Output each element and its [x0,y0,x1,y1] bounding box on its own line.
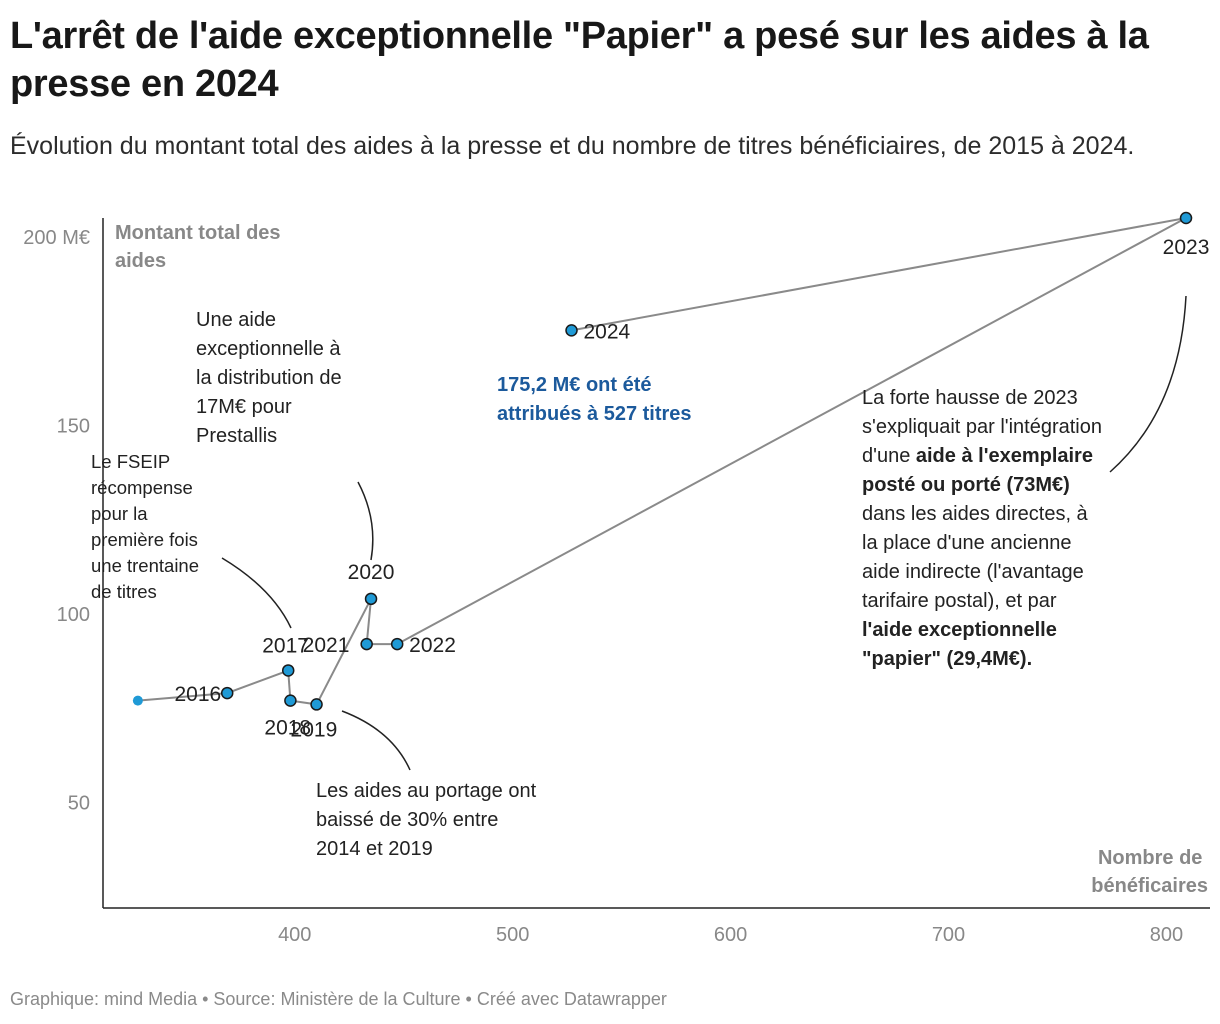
y-tick-label-200: 200 M€ [23,227,90,249]
data-point-2024 [565,324,578,337]
annotation-fseip: Le FSEIP récompense pour la première foi… [91,451,200,602]
data-point-2023 [1179,211,1193,225]
point-label-2019: 2019 [291,718,338,741]
connector-portage [341,710,411,771]
annotation-2023-explanation: La forte hausse de 2023 s'expliquait par… [862,384,1102,674]
x-tick-label-400: 400 [278,924,311,946]
y-tick-label-150: 150 [57,415,90,437]
point-label-2023: 2023 [1163,236,1210,259]
point-label-2017: 2017 [262,634,309,657]
data-point-2018 [284,694,297,707]
x-tick-label-500: 500 [496,924,529,946]
data-point-2021 [360,637,373,651]
footer-credits: Graphique: mind Media • Source: Ministèr… [10,989,667,1009]
annotation-2023-bold-1: aide à l'exemplaire posté ou porté (73M€… [862,445,1093,496]
point-label-2024: 2024 [584,320,631,343]
data-point-2017 [281,664,295,677]
x-tick-label-700: 700 [932,924,965,946]
data-point-first [132,695,143,706]
series-connector-line [137,217,1187,706]
point-label-2021: 2021 [303,634,350,657]
y-axis-title: Montant total des aides [115,222,286,272]
annotation-prestalis: Une aide exceptionnelle à la distributio… [196,309,342,447]
y-tick-label-100: 100 [57,604,90,626]
x-tick-label-600: 600 [714,924,747,946]
connector-2023 [1109,295,1187,473]
annotation-2023-text-2: dans les aides directes, à la place d'un… [862,503,1088,612]
connector-prestalis [357,481,374,561]
point-label-2016: 2016 [174,683,221,706]
connector-fseip [221,557,292,629]
annotation-2024-highlight: 175,2 M€ ont été attribués à 527 titres [497,374,692,425]
annotation-2023-bold-2: l'aide exceptionnelle "papier" (29,4M€). [862,619,1057,670]
chart-subtitle: Évolution du montant total des aides à l… [10,132,1135,160]
point-label-2022: 2022 [409,634,456,657]
x-axis-title: Nombre de bénéficaires [1091,847,1208,897]
data-point-2022 [390,637,404,651]
data-point-2016 [220,686,234,700]
annotation-2023-text-1: La forte hausse de 2023 s'expliquait par… [862,387,1102,467]
annotation-portage: Les aides au portage ont baissé de 30% e… [316,780,537,860]
data-point-2019 [310,698,323,711]
point-label-2020: 2020 [348,561,395,584]
x-tick-label-800: 800 [1150,924,1183,946]
y-tick-label-50: 50 [68,792,90,814]
chart-title: L'arrêt de l'aide exceptionnelle "Papier… [10,15,1149,105]
data-point-2020 [364,592,378,606]
point-label-2018: 2018 [264,717,311,740]
